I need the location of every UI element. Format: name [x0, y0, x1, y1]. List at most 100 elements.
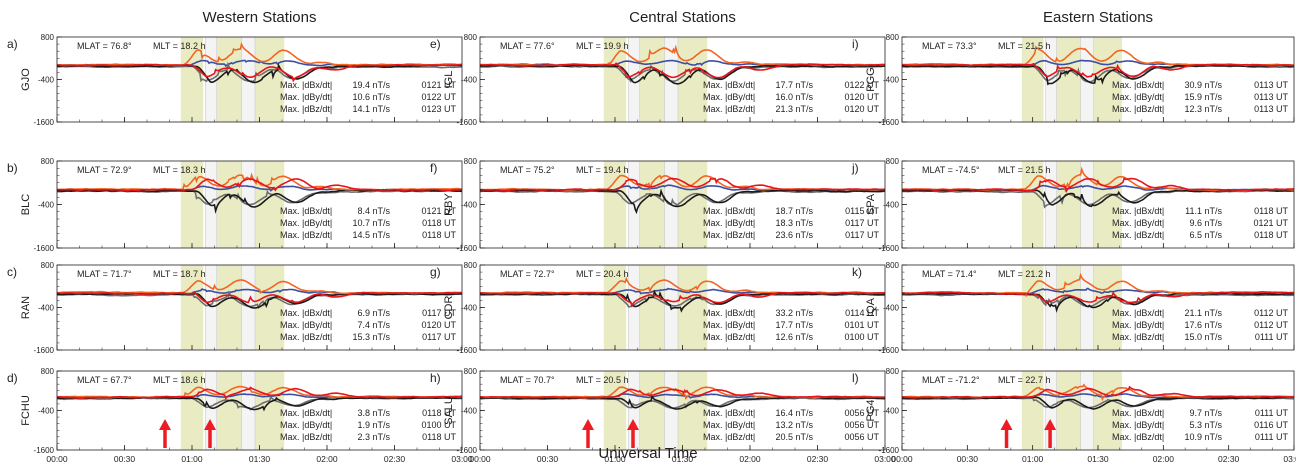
stat-name: Max. |dBx/dt| — [703, 408, 755, 418]
y-tick-label: -400 — [883, 407, 900, 416]
mlt-label: MLT = 20.5 h — [576, 375, 628, 385]
stat-value: 5.3 nT/s — [1189, 420, 1222, 430]
stat-name: Max. |dBx/dt| — [280, 308, 332, 318]
mlt-label: MLT = 19.9 h — [576, 41, 628, 51]
event-interval-band — [639, 265, 665, 350]
stat-value: 10.7 nT/s — [352, 218, 390, 228]
trace-dbz — [56, 386, 463, 400]
panel-label: f) — [430, 161, 437, 175]
x-tick-label: 02:30 — [807, 454, 829, 464]
x-tick-label: 00:00 — [891, 454, 913, 464]
x-tick-label: 00:00 — [469, 454, 491, 464]
y-tick-label: 800 — [886, 261, 900, 270]
stat-name: Max. |dBy/dt| — [703, 218, 755, 228]
stat-time: 0118 UT — [422, 408, 456, 418]
stat-name: Max. |dBz/dt| — [703, 104, 755, 114]
y-tick-label: -400 — [883, 76, 900, 85]
stat-name: Max. |dBx/dt| — [1112, 308, 1164, 318]
stat-name: Max. |dBz/dt| — [280, 104, 332, 114]
stat-value: 9.6 nT/s — [1189, 218, 1222, 228]
stat-time: 0112 UT — [1254, 308, 1288, 318]
mlat-label: MLAT = -71.2° — [922, 375, 980, 385]
y-tick-label: -400 — [38, 304, 55, 313]
panel-label: d) — [7, 371, 18, 385]
mlt-label: MLT = 21.5 h — [998, 165, 1050, 175]
stat-name: Max. |dBz/dt| — [1112, 432, 1164, 442]
event-interval-band — [1021, 371, 1044, 450]
stat-name: Max. |dBy/dt| — [1112, 320, 1164, 330]
column-title: Eastern Stations — [1043, 9, 1153, 26]
trace-dbz — [480, 388, 885, 399]
y-tick-label: -400 — [883, 304, 900, 313]
mlt-label: MLT = 22.7 h — [998, 375, 1050, 385]
stat-time: 0100 UT — [844, 332, 879, 342]
event-interval-band — [255, 371, 285, 450]
stat-name: Max. |dBy/dt| — [703, 92, 755, 102]
y-tick-label: 800 — [41, 157, 55, 166]
x-tick-label: 02:00 — [316, 454, 338, 464]
stat-time: 0121 UT — [1253, 218, 1288, 228]
y-tick-label: 800 — [464, 33, 478, 42]
event-interval-band — [180, 161, 204, 248]
stat-value: 30.9 nT/s — [1184, 80, 1222, 90]
event-interval-band — [1056, 37, 1081, 122]
y-tick-label: -1600 — [879, 346, 900, 355]
stat-time: 0056 UT — [844, 408, 879, 418]
station-name: CDR — [443, 296, 455, 320]
stat-value: 20.5 nT/s — [775, 432, 813, 442]
stat-name: Max. |dBx/dt| — [280, 80, 332, 90]
trace-dbz — [56, 290, 463, 304]
stat-value: 10.6 nT/s — [352, 92, 390, 102]
event-interval-band — [180, 371, 204, 450]
stat-time: 0113 UT — [1254, 92, 1288, 102]
panel-cdr: 800 -400 -1600 g) CDR MLAT = 72.7° MLT = 20.4 … — [430, 261, 886, 355]
x-tick-label: 00:30 — [114, 454, 136, 464]
x-tick-label: 03:00 — [451, 454, 473, 464]
event-interval-band — [603, 265, 627, 350]
stat-time: 0118 UT — [1254, 206, 1288, 216]
mlat-label: MLAT = 71.4° — [922, 269, 977, 279]
x-tick-label: 01:30 — [672, 454, 694, 464]
panel-gjo: 800 -400 -1600 a) GJO MLAT = 76.8° MLT = 18.2 … — [7, 33, 463, 127]
stat-time: 0122 UT — [844, 80, 879, 90]
stat-value: 9.7 nT/s — [1189, 408, 1222, 418]
stat-value: 18.3 nT/s — [775, 218, 813, 228]
y-tick-label: -1600 — [457, 118, 478, 127]
column-title: Western Stations — [203, 9, 317, 26]
stat-value: 12.3 nT/s — [1184, 104, 1222, 114]
stat-time: 0120 UT — [844, 92, 879, 102]
event-interval-band — [639, 371, 665, 450]
mlat-label: MLAT = 73.3° — [922, 41, 977, 51]
stat-value: 23.6 nT/s — [775, 230, 813, 240]
interval-gap — [1080, 370, 1094, 451]
event-interval-band — [1093, 371, 1122, 450]
panels: 800 -400 -1600 a) GJO MLAT = 76.8° MLT = 18.2 … — [7, 33, 1296, 464]
event-interval-band — [1021, 37, 1044, 122]
event-interval-band — [180, 265, 204, 350]
stat-value: 17.7 nT/s — [775, 80, 813, 90]
stat-name: Max. |dBz/dt| — [1112, 332, 1164, 342]
stat-name: Max. |dBz/dt| — [1112, 230, 1164, 240]
y-tick-label: -1600 — [457, 346, 478, 355]
stat-time: 0117 UT — [845, 230, 879, 240]
station-name: SALU — [443, 396, 455, 425]
mlt-label: MLT = 21.2 h — [998, 269, 1050, 279]
panel-label: g) — [430, 265, 441, 279]
y-tick-label: 800 — [41, 261, 55, 270]
stat-name: Max. |dBy/dt| — [280, 218, 332, 228]
stat-value: 3.8 nT/s — [357, 408, 390, 418]
trace-dbz — [479, 291, 885, 308]
x-tick-label: 01:30 — [249, 454, 271, 464]
onset-arrow-head — [204, 419, 216, 430]
station-name: GJO — [20, 68, 32, 91]
y-tick-label: -400 — [461, 407, 478, 416]
y-tick-label: -1600 — [457, 244, 478, 253]
stat-name: Max. |dBx/dt| — [1112, 206, 1164, 216]
stat-time: 0118 UT — [1254, 230, 1288, 240]
trace-dbx — [479, 289, 885, 313]
stat-name: Max. |dBy/dt| — [1112, 420, 1164, 430]
x-tick-label: 03:00 — [874, 454, 896, 464]
panel-ran: 800 -400 -1600 c) RAN MLAT = 71.7° MLT = 18.7 … — [7, 261, 463, 355]
x-tick-label: 01:00 — [1022, 454, 1044, 464]
